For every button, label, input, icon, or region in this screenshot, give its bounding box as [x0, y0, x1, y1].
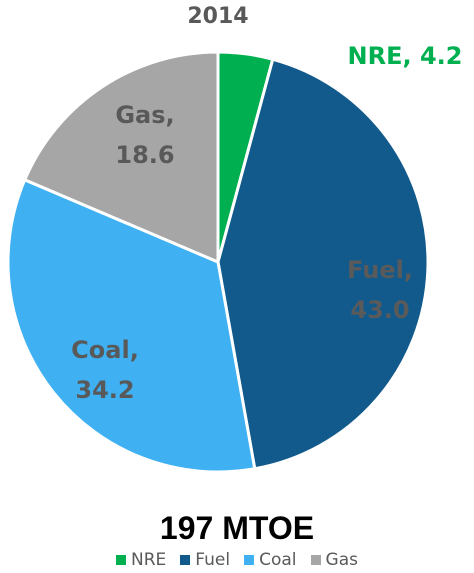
legend-item: Fuel	[180, 550, 230, 570]
legend-label: NRE	[131, 550, 167, 570]
legend-label: Fuel	[195, 550, 231, 570]
data-label: Gas, 18.6	[115, 101, 175, 169]
legend-item: Gas	[310, 550, 358, 570]
legend-swatch	[116, 555, 127, 565]
data-label: NRE, 4.2	[347, 42, 463, 70]
pie-slice	[22, 50, 220, 265]
legend-swatch	[244, 555, 255, 565]
chart-title: 2014	[187, 4, 249, 29]
legend-label: Coal	[259, 550, 297, 570]
pie-slice	[216, 57, 430, 471]
legend-swatch	[180, 555, 191, 565]
legend-swatch	[310, 555, 321, 565]
data-label: Fuel, 43.0	[347, 256, 413, 324]
legend: NRE Fuel Coal Gas	[0, 550, 474, 570]
legend-item: Coal	[244, 550, 297, 570]
data-label: Coal, 34.2	[71, 336, 139, 404]
legend-label: Gas	[325, 550, 358, 570]
chart-subtitle: 197 MTOE	[159, 510, 315, 546]
legend-item: NRE	[116, 550, 166, 570]
